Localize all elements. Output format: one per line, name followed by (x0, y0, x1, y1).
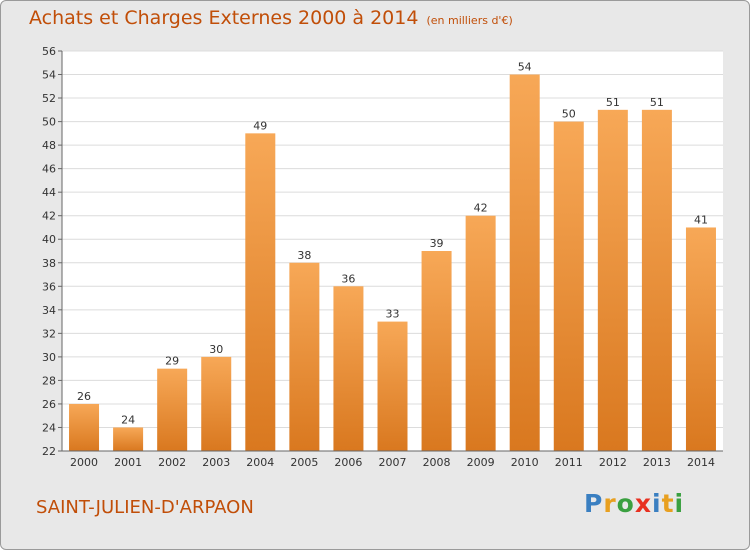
bar (509, 74, 540, 451)
data-label: 39 (430, 237, 444, 250)
x-tick-label: 2011 (555, 456, 583, 469)
y-tick-label: 42 (42, 210, 56, 223)
y-tick-label: 26 (42, 398, 56, 411)
data-label: 30 (209, 343, 223, 356)
bar (597, 109, 628, 451)
y-tick-label: 50 (42, 116, 56, 129)
x-tick-label: 2003 (202, 456, 230, 469)
bar (421, 251, 452, 451)
x-tick-label: 2005 (290, 456, 318, 469)
proxiti-logo: Proxiti (584, 489, 684, 518)
x-tick-label: 2001 (114, 456, 142, 469)
commune-name: SAINT-JULIEN-D'ARPAON (36, 497, 254, 518)
y-tick-label: 36 (42, 280, 56, 293)
y-tick-label: 48 (42, 139, 56, 152)
bar (113, 427, 144, 451)
bar (333, 286, 364, 451)
y-tick-label: 54 (42, 69, 56, 82)
y-tick-label: 44 (42, 186, 56, 199)
y-tick-label: 30 (42, 351, 56, 364)
data-label: 51 (650, 96, 664, 109)
logo-letter: P (584, 489, 604, 518)
bar (377, 321, 408, 451)
chart-title: Achats et Charges Externes 2000 à 2014 (e… (29, 7, 513, 29)
y-tick-label: 46 (42, 163, 56, 176)
bar (465, 215, 496, 451)
data-label: 36 (341, 272, 355, 285)
bar (201, 356, 232, 451)
y-tick-label: 24 (42, 421, 56, 434)
x-tick-label: 2009 (467, 456, 495, 469)
logo-letter: o (616, 489, 635, 518)
logo-letter: t (661, 489, 675, 518)
x-tick-label: 2007 (379, 456, 407, 469)
bar (245, 133, 276, 451)
data-label: 38 (297, 249, 311, 262)
data-label: 49 (253, 119, 267, 132)
data-label: 24 (121, 413, 135, 426)
x-tick-label: 2002 (158, 456, 186, 469)
y-tick-label: 38 (42, 257, 56, 270)
logo-letter: x (634, 489, 652, 518)
x-tick-label: 2010 (511, 456, 539, 469)
bar (69, 403, 100, 451)
chart-title-text: Achats et Charges Externes 2000 à 2014 (29, 7, 419, 29)
y-tick-label: 32 (42, 327, 56, 340)
x-tick-label: 2004 (246, 456, 274, 469)
logo-letter: i (652, 489, 662, 518)
data-label: 42 (474, 202, 488, 215)
y-tick-label: 56 (42, 45, 56, 58)
x-tick-label: 2006 (334, 456, 362, 469)
x-tick-label: 2013 (643, 456, 671, 469)
x-tick-label: 2008 (423, 456, 451, 469)
data-label: 54 (518, 61, 532, 74)
y-tick-label: 34 (42, 304, 56, 317)
data-label: 29 (165, 355, 179, 368)
bar (289, 262, 320, 451)
bar (157, 368, 188, 451)
x-tick-label: 2000 (70, 456, 98, 469)
x-tick-label: 2012 (599, 456, 627, 469)
bar (553, 121, 584, 452)
data-label: 51 (606, 96, 620, 109)
x-tick-label: 2014 (687, 456, 715, 469)
bar (641, 109, 672, 451)
logo-letter: r (603, 489, 617, 518)
y-tick-label: 22 (42, 445, 56, 458)
data-label: 33 (386, 308, 400, 321)
y-tick-label: 40 (42, 233, 56, 246)
y-tick-label: 28 (42, 374, 56, 387)
data-label: 50 (562, 108, 576, 121)
logo-letter: i (674, 489, 685, 518)
data-label: 26 (77, 390, 91, 403)
bar (685, 227, 716, 451)
chart-unit: (en milliers d'€) (426, 14, 513, 27)
y-tick-label: 52 (42, 92, 56, 105)
data-label: 41 (694, 213, 708, 226)
